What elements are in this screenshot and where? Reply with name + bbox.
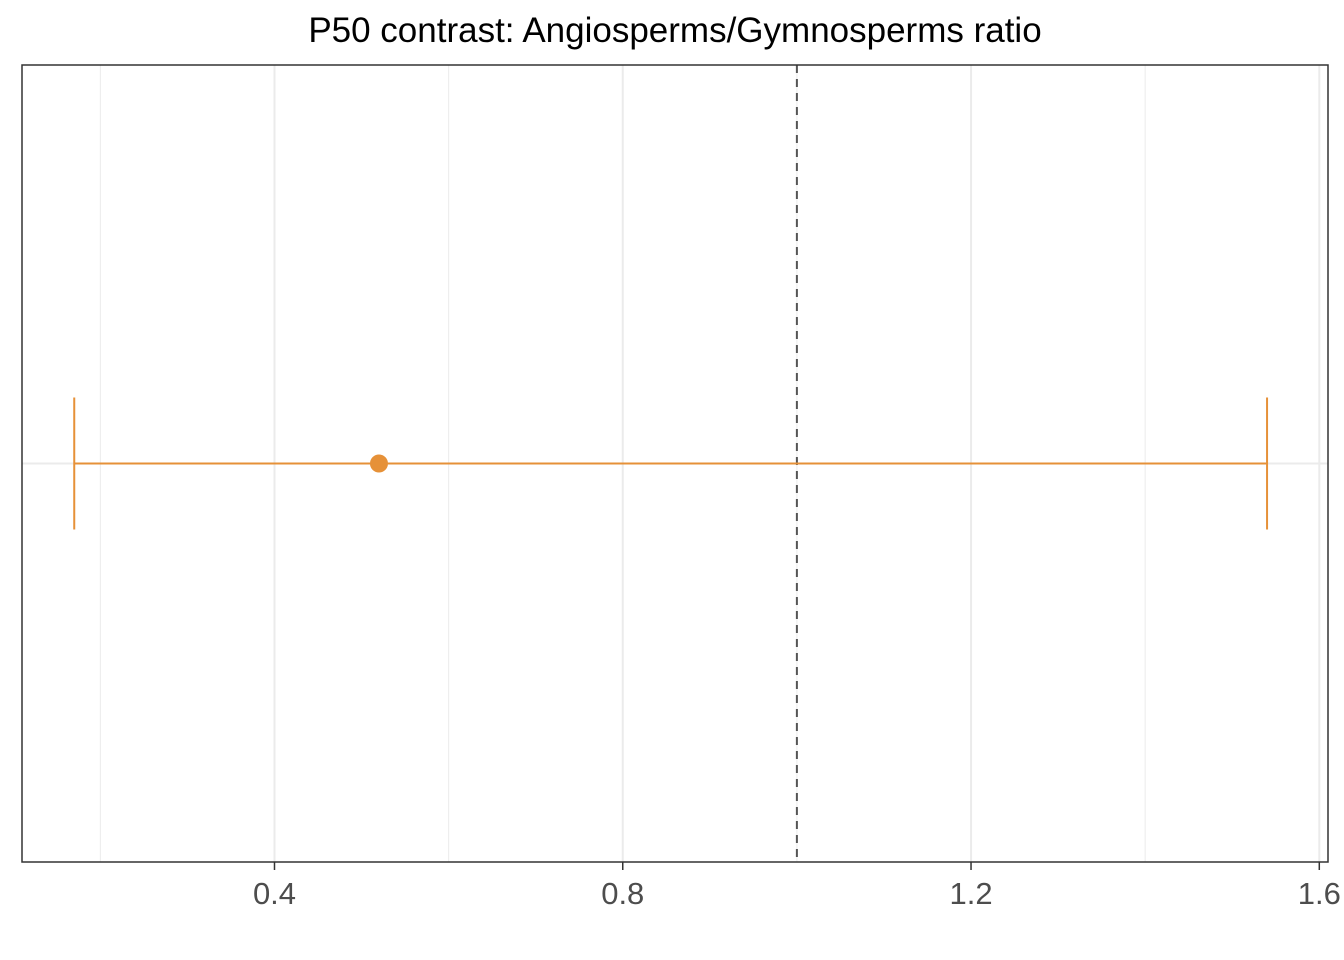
x-tick-label-3: 1.6 [1298, 876, 1341, 911]
panel-border [21, 64, 1329, 863]
x-tick-label-0: 0.4 [253, 876, 296, 911]
x-tick-label-2: 1.2 [949, 876, 992, 911]
point-estimate-0 [369, 454, 388, 473]
plot-area: 0.4 0.8 1.2 1.6 [21, 64, 1341, 911]
x-tick-label-1: 0.8 [601, 876, 644, 911]
chart-title: P50 contrast: Angiosperms/Gymnosperms ra… [308, 11, 1041, 50]
